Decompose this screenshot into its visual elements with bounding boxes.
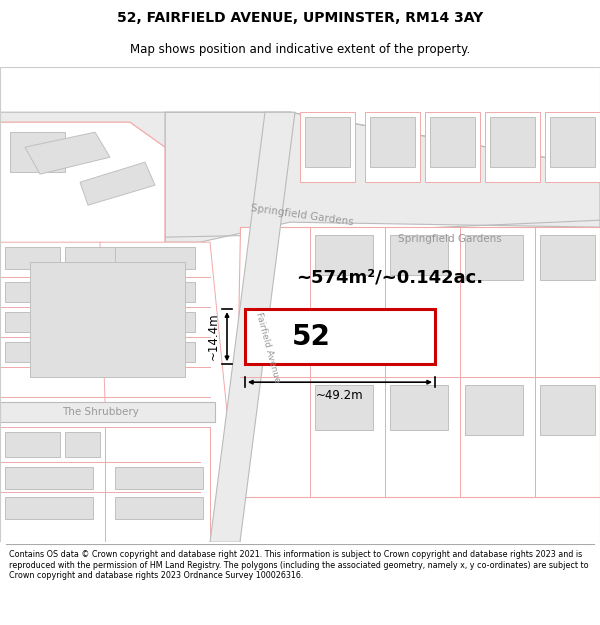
Bar: [5, 247, 60, 269]
Bar: [5, 467, 93, 489]
Bar: [115, 497, 203, 519]
Bar: [490, 118, 535, 167]
Polygon shape: [0, 112, 165, 278]
Bar: [115, 312, 195, 332]
Bar: [115, 282, 195, 302]
Polygon shape: [0, 402, 215, 422]
Text: Contains OS data © Crown copyright and database right 2021. This information is : Contains OS data © Crown copyright and d…: [9, 550, 589, 580]
Text: 52, FAIRFIELD AVENUE, UPMINSTER, RM14 3AY: 52, FAIRFIELD AVENUE, UPMINSTER, RM14 3A…: [117, 11, 483, 26]
Bar: [65, 247, 115, 269]
Bar: [65, 282, 115, 302]
Bar: [0, 428, 210, 542]
Bar: [370, 118, 415, 167]
Text: ~574m²/~0.142ac.: ~574m²/~0.142ac.: [296, 268, 484, 286]
Text: Map shows position and indicative extent of the property.: Map shows position and indicative extent…: [130, 42, 470, 56]
Bar: [115, 467, 203, 489]
Bar: [5, 497, 93, 519]
Bar: [315, 235, 373, 275]
Bar: [10, 132, 65, 172]
Bar: [540, 385, 595, 435]
Bar: [65, 432, 100, 457]
Polygon shape: [165, 112, 600, 242]
Text: ~49.2m: ~49.2m: [316, 389, 364, 402]
Bar: [305, 118, 350, 167]
Bar: [425, 112, 480, 182]
Text: The Shrubbery: The Shrubbery: [62, 408, 139, 418]
Bar: [300, 112, 355, 182]
Text: Springfield Gardens: Springfield Gardens: [250, 203, 354, 228]
Polygon shape: [0, 242, 240, 542]
Bar: [5, 342, 60, 362]
Bar: [485, 112, 540, 182]
Bar: [5, 312, 60, 332]
Bar: [430, 118, 475, 167]
Bar: [115, 342, 195, 362]
Polygon shape: [0, 122, 165, 278]
Polygon shape: [80, 162, 155, 205]
Bar: [315, 385, 373, 430]
Bar: [365, 112, 420, 182]
Bar: [65, 312, 115, 332]
Text: ~14.4m: ~14.4m: [206, 313, 220, 361]
Bar: [545, 112, 600, 182]
Bar: [390, 235, 448, 275]
Text: 52: 52: [292, 322, 331, 351]
Bar: [5, 282, 60, 302]
Bar: [65, 342, 115, 362]
Polygon shape: [235, 227, 600, 498]
Bar: [540, 235, 595, 280]
Bar: [390, 385, 448, 430]
Polygon shape: [25, 132, 110, 174]
Bar: [30, 262, 185, 377]
Text: Fairfield Avenue: Fairfield Avenue: [254, 311, 282, 383]
Text: Springfield Gardens: Springfield Gardens: [398, 234, 502, 244]
Bar: [115, 247, 195, 269]
Bar: [5, 432, 60, 457]
Bar: [465, 385, 523, 435]
Bar: [465, 235, 523, 280]
Bar: [550, 118, 595, 167]
Bar: [245, 309, 435, 364]
Polygon shape: [210, 112, 295, 542]
